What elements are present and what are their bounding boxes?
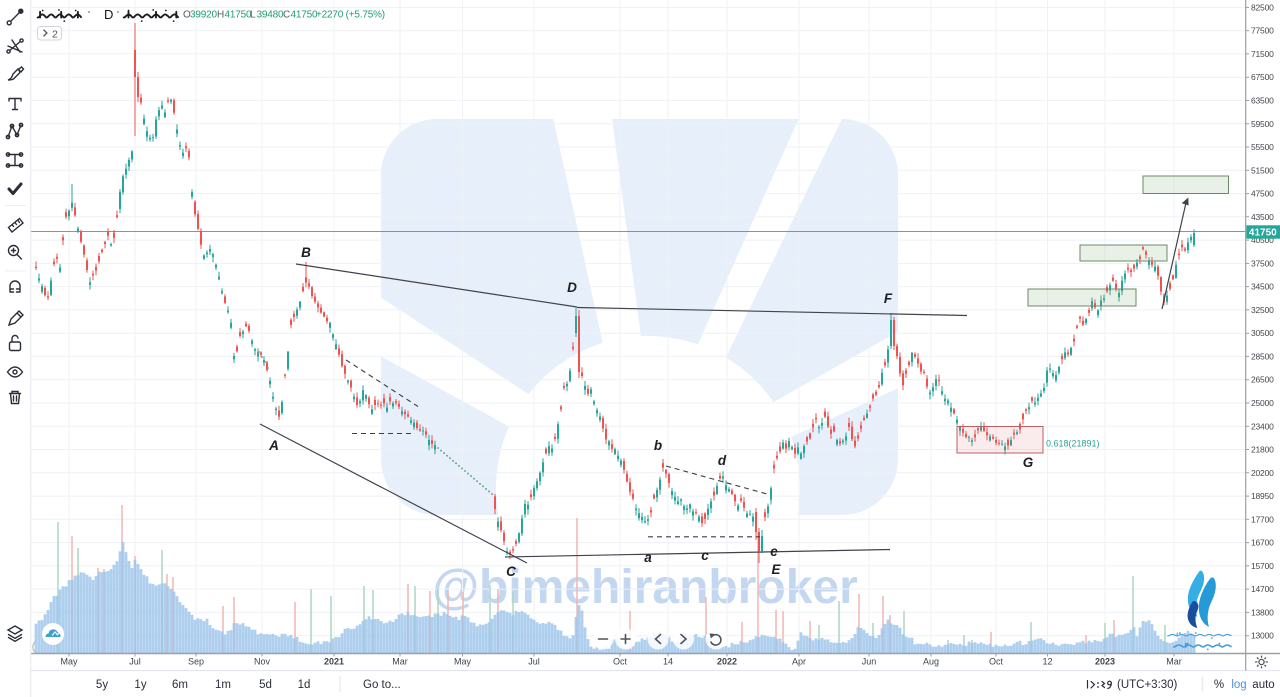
- svg-text:77500: 77500: [1251, 26, 1274, 36]
- svg-text:O: O: [183, 10, 191, 21]
- svg-text:Jun: Jun: [862, 657, 877, 667]
- svg-text:47500: 47500: [1251, 189, 1274, 199]
- svg-text:Sep: Sep: [188, 657, 204, 667]
- svg-text:C: C: [506, 564, 516, 579]
- svg-text:log: log: [1231, 679, 1246, 691]
- svg-text:39920: 39920: [190, 10, 217, 21]
- svg-text:30500: 30500: [1251, 328, 1274, 338]
- svg-text:C: C: [283, 10, 290, 21]
- svg-text:L: L: [250, 10, 256, 21]
- svg-text:39480: 39480: [257, 10, 284, 21]
- svg-text:1m: 1m: [215, 679, 231, 691]
- svg-text:2021: 2021: [324, 657, 344, 667]
- svg-text:E: E: [771, 562, 781, 577]
- svg-text:Apr: Apr: [792, 657, 806, 667]
- svg-text:Oct: Oct: [989, 657, 1004, 667]
- svg-text:(UTC+3:30): (UTC+3:30): [1117, 679, 1178, 691]
- svg-text:18950: 18950: [1251, 491, 1274, 501]
- svg-text:1y: 1y: [134, 679, 146, 691]
- svg-text:Jul: Jul: [129, 657, 141, 667]
- svg-text:b: b: [654, 438, 662, 453]
- svg-text:May: May: [60, 657, 78, 667]
- svg-text:%: %: [1214, 679, 1224, 691]
- svg-text:23400: 23400: [1251, 421, 1274, 431]
- svg-text:Nov: Nov: [254, 657, 271, 667]
- svg-text:25000: 25000: [1251, 398, 1274, 408]
- svg-text:Go to...: Go to...: [363, 679, 401, 691]
- svg-text:26500: 26500: [1251, 375, 1274, 385]
- svg-text:51500: 51500: [1251, 165, 1274, 175]
- svg-text:2022: 2022: [717, 657, 737, 667]
- svg-text:+2270 (+5.75%): +2270 (+5.75%): [316, 10, 385, 21]
- svg-text:14700: 14700: [1251, 584, 1274, 594]
- svg-text:71500: 71500: [1251, 49, 1274, 59]
- svg-text:F: F: [884, 291, 893, 306]
- svg-text:Jul: Jul: [528, 657, 540, 667]
- svg-text:G: G: [1023, 455, 1034, 470]
- svg-text:D: D: [104, 7, 113, 22]
- svg-text:1d: 1d: [298, 679, 311, 691]
- svg-text:40500: 40500: [1251, 235, 1274, 245]
- svg-text:37500: 37500: [1251, 258, 1274, 268]
- svg-text:34500: 34500: [1251, 282, 1274, 292]
- svg-text:2023: 2023: [1095, 657, 1115, 667]
- svg-text:59500: 59500: [1251, 119, 1274, 129]
- svg-text:13800: 13800: [1251, 607, 1274, 617]
- svg-text:12: 12: [1042, 657, 1052, 667]
- svg-text:Aug: Aug: [923, 657, 939, 667]
- svg-text:6m: 6m: [172, 679, 188, 691]
- svg-text:D: D: [567, 280, 577, 295]
- svg-text:17700: 17700: [1251, 514, 1274, 524]
- svg-text:43500: 43500: [1251, 212, 1274, 222]
- svg-text:d: d: [718, 453, 727, 468]
- svg-text:A: A: [268, 438, 279, 453]
- svg-text:63500: 63500: [1251, 96, 1274, 106]
- svg-text:e: e: [770, 544, 778, 559]
- svg-text:15700: 15700: [1251, 561, 1274, 571]
- svg-text:a: a: [644, 550, 652, 565]
- svg-text:@bimehiranbroker: @bimehiranbroker: [432, 561, 858, 614]
- svg-text:2: 2: [52, 29, 58, 41]
- svg-text:Oct: Oct: [613, 657, 628, 667]
- svg-text:5y: 5y: [96, 679, 108, 691]
- svg-text:20200: 20200: [1251, 468, 1274, 478]
- svg-text:Mar: Mar: [1166, 657, 1182, 667]
- svg-text:Mar: Mar: [392, 657, 408, 667]
- svg-text:H: H: [217, 10, 224, 21]
- svg-text:0.618(21891): 0.618(21891): [1046, 439, 1100, 449]
- svg-text:5d: 5d: [259, 679, 272, 691]
- svg-text:c: c: [701, 548, 709, 563]
- svg-text:B: B: [301, 245, 311, 260]
- svg-text:13000: 13000: [1251, 631, 1274, 641]
- svg-text:32500: 32500: [1251, 305, 1274, 315]
- svg-text:55500: 55500: [1251, 142, 1274, 152]
- svg-text:14: 14: [663, 657, 673, 667]
- svg-text:41750: 41750: [1249, 227, 1277, 238]
- svg-text:28500: 28500: [1251, 351, 1274, 361]
- svg-text:auto: auto: [1252, 679, 1274, 691]
- svg-text:41750: 41750: [291, 10, 318, 21]
- svg-text:82500: 82500: [1251, 2, 1274, 12]
- svg-text:May: May: [454, 657, 472, 667]
- svg-text:21800: 21800: [1251, 445, 1274, 455]
- svg-text:67500: 67500: [1251, 72, 1274, 82]
- svg-text:41750: 41750: [225, 10, 252, 21]
- svg-text:16700: 16700: [1251, 538, 1274, 548]
